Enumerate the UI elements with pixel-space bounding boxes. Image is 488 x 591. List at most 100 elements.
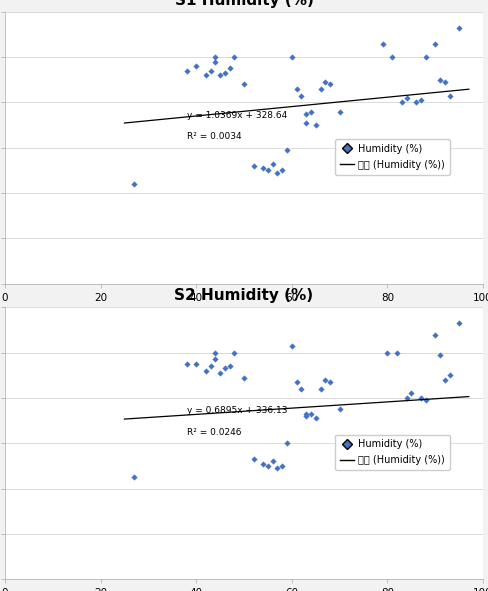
Point: [407, 141, 415, 150]
Point: [226, 362, 234, 371]
Point: [216, 368, 224, 378]
Point: [130, 473, 138, 482]
Point: [441, 375, 449, 385]
Point: [446, 371, 453, 380]
Point: [446, 91, 453, 100]
Point: [436, 75, 444, 85]
Point: [264, 461, 272, 470]
Point: [355, 454, 363, 464]
Point: [211, 348, 219, 358]
Point: [336, 404, 344, 414]
Point: [206, 66, 214, 76]
Point: [346, 143, 353, 152]
Point: [250, 454, 258, 464]
Point: [192, 61, 200, 71]
Point: [274, 463, 282, 473]
Point: [384, 348, 391, 358]
Point: [183, 66, 190, 76]
Point: [211, 57, 219, 66]
Point: [202, 366, 210, 375]
Point: [360, 152, 367, 161]
Title: S1 Humidity (%): S1 Humidity (%): [175, 0, 313, 8]
Point: [379, 434, 386, 443]
Point: [269, 457, 277, 466]
Point: [211, 355, 219, 364]
Point: [393, 143, 401, 152]
Point: [455, 23, 463, 33]
Point: [230, 348, 238, 358]
Text: y = 1.0369x + 328.64: y = 1.0369x + 328.64: [186, 111, 287, 119]
Text: R² = 0.0034: R² = 0.0034: [186, 132, 241, 141]
Point: [336, 107, 344, 116]
Point: [130, 179, 138, 189]
Point: [312, 121, 320, 130]
Point: [211, 53, 219, 62]
Point: [302, 409, 310, 418]
Point: [412, 434, 420, 443]
Point: [302, 109, 310, 119]
Point: [322, 77, 329, 87]
Text: y = 0.6895x + 336.13: y = 0.6895x + 336.13: [186, 406, 287, 415]
Point: [346, 441, 353, 450]
Point: [240, 373, 248, 382]
Point: [312, 414, 320, 423]
Legend: Humidity (%), 선형 (Humidity (%)): Humidity (%), 선형 (Humidity (%)): [335, 434, 450, 470]
Point: [355, 145, 363, 155]
Point: [422, 53, 429, 62]
Point: [403, 93, 410, 103]
Point: [278, 165, 286, 175]
Point: [283, 145, 291, 155]
Point: [221, 363, 229, 374]
Point: [412, 98, 420, 107]
Point: [317, 84, 325, 93]
Point: [374, 150, 382, 160]
Point: [293, 84, 301, 93]
Point: [216, 70, 224, 80]
Point: [192, 359, 200, 369]
Point: [398, 434, 406, 443]
Point: [293, 377, 301, 387]
Point: [322, 375, 329, 385]
Point: [302, 411, 310, 421]
Point: [398, 98, 406, 107]
Point: [288, 53, 296, 62]
Point: [422, 395, 429, 405]
Point: [298, 91, 305, 100]
Point: [365, 141, 372, 150]
Point: [379, 39, 386, 48]
Point: [230, 53, 238, 62]
Point: [317, 384, 325, 394]
Point: [278, 461, 286, 470]
Point: [431, 39, 439, 48]
Point: [183, 359, 190, 369]
Point: [393, 348, 401, 358]
Point: [269, 159, 277, 168]
Point: [226, 64, 234, 73]
Point: [388, 53, 396, 62]
Point: [250, 161, 258, 171]
Point: [259, 459, 267, 468]
Point: [302, 118, 310, 128]
Point: [274, 168, 282, 177]
Title: S2 Humidity (%): S2 Humidity (%): [174, 288, 314, 303]
Text: R² = 0.0246: R² = 0.0246: [186, 428, 241, 437]
Point: [288, 341, 296, 350]
Point: [431, 330, 439, 339]
Point: [240, 80, 248, 89]
Point: [326, 80, 334, 89]
Point: [307, 409, 315, 418]
Point: [298, 384, 305, 394]
Point: [360, 459, 367, 468]
Point: [365, 457, 372, 466]
Point: [326, 377, 334, 387]
Point: [221, 69, 229, 78]
Point: [403, 393, 410, 402]
Point: [384, 152, 391, 161]
Point: [206, 362, 214, 371]
Point: [441, 77, 449, 87]
Legend: Humidity (%), 선형 (Humidity (%)): Humidity (%), 선형 (Humidity (%)): [335, 139, 450, 174]
Point: [202, 70, 210, 80]
Point: [417, 393, 425, 402]
Point: [407, 389, 415, 398]
Point: [374, 443, 382, 453]
